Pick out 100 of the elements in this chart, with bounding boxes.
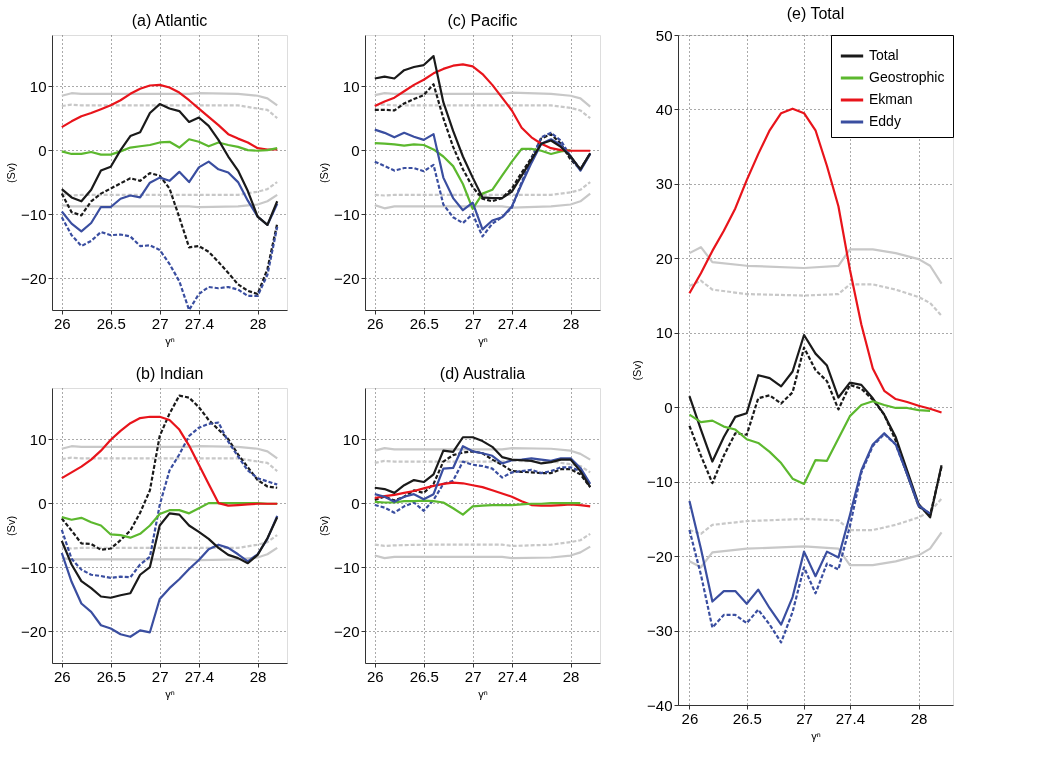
chart-title: (d) Australia — [439, 365, 526, 382]
y-axis-title: (Sv) — [318, 162, 331, 184]
line-series — [60, 92, 279, 107]
line-series — [688, 279, 943, 317]
legend-label: Ekman — [869, 91, 913, 107]
chart-title: (c) Pacific — [447, 12, 518, 29]
x-tick-label: 28 — [249, 667, 267, 685]
line-series — [60, 138, 279, 156]
x-tick-label: 26.5 — [96, 314, 126, 332]
line-series — [60, 102, 279, 227]
y-tick-label: 10 — [342, 430, 360, 448]
x-tick-label: 28 — [562, 667, 580, 685]
y-tick-label: 50 — [655, 26, 673, 44]
x-tick-label: 27.4 — [835, 709, 865, 727]
x-axis-title: γⁿ — [165, 687, 175, 700]
y-tick-label: −10 — [21, 205, 47, 223]
line-series — [373, 141, 572, 211]
line-series — [373, 481, 592, 508]
y-tick-label: 40 — [655, 100, 673, 118]
line-series — [373, 180, 592, 197]
x-tick-label: 27 — [796, 709, 813, 727]
x-tick-label: 26 — [366, 314, 384, 332]
line-series — [60, 83, 279, 151]
line-series — [688, 497, 943, 535]
x-axis-title: γⁿ — [811, 729, 821, 742]
x-tick-label: 26 — [53, 314, 71, 332]
legend-label: Total — [869, 47, 899, 63]
y-tick-label: 30 — [655, 175, 673, 193]
line-series — [373, 499, 582, 516]
chart-title: (e) Total — [786, 5, 845, 22]
y-tick-label: 20 — [655, 249, 673, 267]
y-axis-title: (Sv) — [318, 515, 331, 537]
x-tick-label: 27.4 — [497, 314, 527, 332]
y-tick-label: −30 — [647, 622, 673, 640]
line-series — [60, 445, 279, 460]
line-series — [60, 103, 279, 120]
line-series — [60, 160, 279, 233]
y-tick-label: 0 — [351, 494, 360, 512]
line-series — [60, 180, 279, 197]
line-series — [60, 172, 279, 296]
line-series — [688, 107, 943, 414]
line-series — [60, 514, 279, 638]
line-series — [60, 512, 279, 599]
y-tick-label: −20 — [334, 622, 360, 640]
line-series — [60, 421, 279, 580]
y-tick-label: −10 — [334, 558, 360, 576]
line-series — [688, 246, 943, 285]
line-series — [373, 447, 592, 461]
x-tick-label: 28 — [910, 709, 928, 727]
y-tick-label: −10 — [334, 205, 360, 223]
line-series — [60, 415, 279, 507]
line-series — [60, 394, 279, 551]
x-tick-label: 26 — [681, 709, 699, 727]
legend-label: Geostrophic — [869, 69, 945, 85]
x-tick-label: 28 — [562, 314, 580, 332]
line-series — [373, 545, 592, 560]
legend-label: Eddy — [869, 113, 901, 129]
y-tick-label: −20 — [21, 269, 47, 287]
x-tick-label: 27.4 — [184, 667, 214, 685]
x-tick-label: 26.5 — [96, 667, 126, 685]
x-axis-title: γⁿ — [165, 334, 175, 347]
y-tick-label: −20 — [647, 547, 673, 565]
x-tick-label: 26.5 — [409, 314, 439, 332]
x-axis-title: γⁿ — [478, 334, 488, 347]
y-axis-title: (Sv) — [5, 162, 18, 184]
y-tick-label: 10 — [29, 77, 47, 95]
y-tick-label: 0 — [38, 141, 47, 159]
x-tick-label: 27.4 — [497, 667, 527, 685]
y-tick-label: 10 — [655, 324, 673, 342]
x-tick-label: 28 — [249, 314, 267, 332]
x-tick-label: 27 — [151, 667, 169, 685]
x-tick-label: 26 — [53, 667, 71, 685]
x-tick-label: 27.4 — [184, 314, 214, 332]
line-series — [373, 63, 592, 152]
line-series — [373, 459, 592, 474]
line-series — [60, 456, 279, 473]
y-tick-label: 10 — [342, 77, 360, 95]
y-tick-label: −40 — [647, 696, 673, 714]
line-series — [60, 216, 279, 310]
chart-title: (a) Atlantic — [131, 12, 208, 29]
y-tick-label: −20 — [21, 622, 47, 640]
x-tick-label: 26.5 — [732, 709, 762, 727]
chart-title: (b) Indian — [135, 365, 204, 382]
x-axis-title: γⁿ — [478, 687, 488, 700]
x-tick-label: 27 — [464, 314, 482, 332]
x-tick-label: 27 — [464, 667, 482, 685]
y-tick-label: 0 — [664, 398, 673, 416]
line-series — [60, 533, 279, 550]
line-series — [373, 91, 592, 108]
line-series — [60, 193, 279, 209]
y-axis-title: (Sv) — [5, 515, 18, 537]
line-series — [688, 400, 932, 485]
y-tick-label: −20 — [334, 269, 360, 287]
y-tick-label: 0 — [351, 141, 360, 159]
y-tick-label: −10 — [647, 473, 673, 491]
line-series — [688, 531, 943, 569]
y-tick-label: −10 — [21, 558, 47, 576]
y-axis-title: (Sv) — [631, 360, 644, 381]
x-tick-label: 26.5 — [409, 667, 439, 685]
x-tick-label: 26 — [366, 667, 384, 685]
